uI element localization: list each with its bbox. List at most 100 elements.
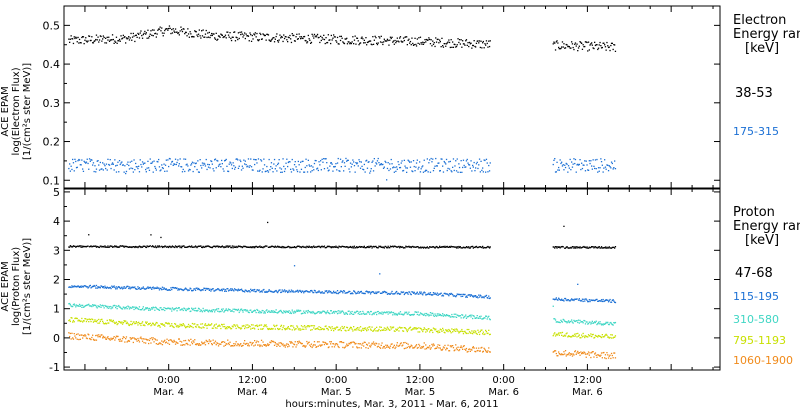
data-point (276, 246, 278, 248)
data-point (280, 325, 282, 328)
data-point (286, 290, 288, 292)
data-point (178, 289, 180, 291)
data-point (394, 292, 396, 295)
series-175-315 (68, 157, 617, 181)
data-point (273, 163, 275, 165)
data-point (79, 245, 81, 247)
data-point (594, 334, 597, 337)
data-point (588, 160, 590, 162)
data-point (196, 310, 198, 312)
data-point (472, 296, 474, 298)
data-point (236, 309, 238, 311)
data-point (108, 287, 110, 289)
data-point (572, 353, 574, 355)
data-point (162, 246, 164, 248)
data-point (303, 171, 306, 173)
data-point (556, 334, 558, 336)
data-point (150, 30, 152, 32)
data-point (267, 34, 270, 36)
data-point (351, 341, 353, 343)
data-point (210, 324, 212, 326)
data-point (580, 321, 582, 323)
data-point (347, 291, 349, 293)
data-point (587, 169, 589, 171)
data-point (410, 293, 412, 296)
data-point (261, 309, 263, 312)
data-point (137, 246, 139, 249)
data-point (362, 292, 364, 294)
data-point (614, 336, 616, 338)
legend-proton-310-580: 310-580 (733, 313, 779, 326)
data-point (369, 293, 372, 295)
data-point (571, 41, 573, 43)
data-point (369, 40, 371, 42)
data-point (409, 42, 411, 44)
data-point (614, 160, 616, 162)
data-point (108, 246, 111, 248)
data-point (486, 332, 488, 335)
data-point (269, 328, 271, 330)
data-point (370, 43, 372, 45)
data-point (270, 246, 272, 248)
data-point (78, 42, 80, 44)
data-point (443, 160, 445, 163)
data-point (356, 328, 358, 330)
data-point (73, 285, 75, 287)
electron-legend-title-line3: [keV] (745, 41, 780, 56)
data-point (333, 330, 335, 332)
data-point (561, 353, 563, 355)
data-point (217, 345, 220, 347)
data-point (75, 337, 77, 339)
data-point (585, 356, 587, 358)
data-point (571, 299, 574, 301)
data-point (567, 247, 569, 249)
data-point (466, 158, 468, 161)
data-point (322, 341, 324, 343)
data-point (191, 36, 193, 38)
data-point (484, 43, 486, 45)
data-point (296, 310, 299, 312)
data-point (178, 163, 180, 165)
data-point (382, 163, 384, 166)
data-point (333, 290, 335, 292)
data-point (152, 286, 154, 288)
data-point (257, 309, 259, 311)
data-point (428, 315, 430, 317)
data-point (277, 245, 279, 247)
data-point (458, 349, 460, 352)
data-point (455, 347, 458, 349)
data-point (370, 291, 372, 294)
data-point (170, 287, 172, 289)
data-point (416, 327, 418, 330)
data-point (70, 165, 72, 167)
data-point (247, 291, 249, 293)
data-point (433, 42, 435, 44)
data-point (234, 324, 236, 326)
data-point (482, 317, 484, 320)
data-point (356, 163, 358, 165)
data-point (136, 307, 138, 309)
data-point (314, 246, 316, 248)
data-point (240, 343, 242, 345)
data-point (384, 329, 386, 331)
data-point (597, 322, 599, 325)
data-point (440, 314, 442, 317)
data-point (332, 37, 334, 39)
data-point (105, 42, 108, 44)
data-point (139, 159, 141, 161)
data-point (446, 347, 448, 350)
data-point (487, 245, 489, 248)
data-point (227, 170, 230, 173)
data-point (326, 167, 329, 169)
data-point (402, 330, 404, 332)
data-point (322, 246, 324, 248)
data-point (452, 246, 455, 248)
data-point (324, 290, 326, 292)
data-point (92, 321, 95, 323)
data-point (343, 290, 346, 292)
data-point (101, 304, 103, 307)
data-point (229, 341, 231, 343)
data-point (208, 339, 210, 341)
data-point (313, 245, 315, 247)
data-point (146, 167, 148, 169)
